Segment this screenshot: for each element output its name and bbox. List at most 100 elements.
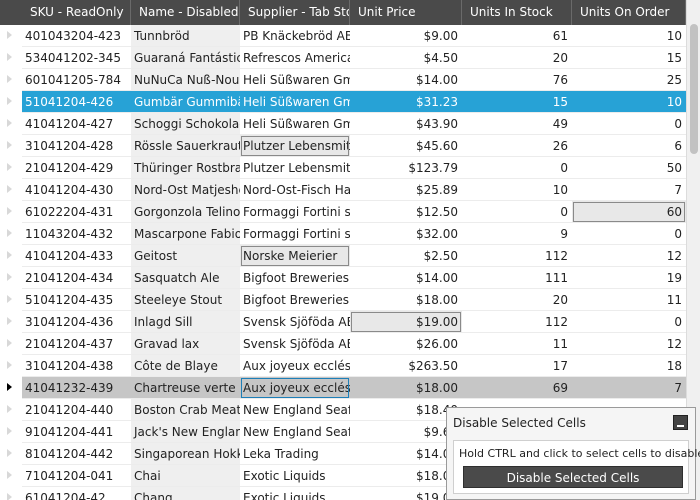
supplier-cell[interactable]: Aux joyeux ecclésiastiques (240, 377, 350, 399)
unit-price-cell[interactable]: $9.00 (350, 25, 462, 47)
row-header[interactable] (0, 465, 22, 487)
units-on-order-cell[interactable]: 18 (572, 355, 686, 377)
supplier-cell[interactable]: Svensk Sjöföda AB (240, 311, 350, 333)
unit-price-cell[interactable]: $18.00 (350, 377, 462, 399)
sku-cell[interactable]: 21041204-437 (22, 333, 131, 355)
unit-price-cell[interactable]: $123.79 (350, 157, 462, 179)
row-header[interactable] (0, 179, 22, 201)
units-in-stock-cell[interactable]: 20 (462, 47, 572, 69)
table-row[interactable]: 61041204-42 Chang Exotic Liquids $19.00 (0, 487, 686, 500)
units-in-stock-cell[interactable]: 17 (462, 355, 572, 377)
column-header-units-in-stock[interactable]: Units In Stock (462, 0, 572, 25)
units-on-order-cell[interactable]: 10 (572, 91, 686, 113)
supplier-cell[interactable]: Norske Meierier (240, 245, 350, 267)
unit-price-cell[interactable]: $25.89 (350, 179, 462, 201)
units-in-stock-cell[interactable]: 15 (462, 91, 572, 113)
disable-selected-cells-button[interactable]: Disable Selected Cells (463, 466, 683, 488)
units-on-order-cell[interactable]: 25 (572, 69, 686, 91)
sku-cell[interactable]: 534041202-345 (22, 47, 131, 69)
units-on-order-cell[interactable]: 60 (572, 201, 686, 223)
minimize-icon[interactable] (673, 415, 688, 430)
sku-cell[interactable]: 51041204-435 (22, 289, 131, 311)
units-on-order-cell[interactable]: 12 (572, 245, 686, 267)
unit-price-cell[interactable]: $26.00 (350, 333, 462, 355)
column-header-sku[interactable]: SKU - ReadOnly (22, 0, 131, 25)
row-header[interactable] (0, 47, 22, 69)
sku-cell[interactable]: 51041204-426 (22, 91, 131, 113)
table-row[interactable]: 11043204-432 Mascarpone Fabioli Formaggi F… (0, 223, 686, 245)
row-header[interactable] (0, 333, 22, 355)
table-row[interactable]: 21041204-434 Sasquatch Ale Bigfoot Breweri… (0, 267, 686, 289)
units-on-order-cell[interactable]: 11 (572, 289, 686, 311)
supplier-cell[interactable]: New England Seafood Cannery (240, 399, 350, 421)
row-header[interactable] (0, 443, 22, 465)
row-header[interactable] (0, 113, 22, 135)
table-row[interactable]: 534041202-345 Guaraná Fantástica Refrescos… (0, 47, 686, 69)
row-header[interactable] (0, 355, 22, 377)
sku-cell[interactable]: 401043204-423 (22, 25, 131, 47)
unit-price-cell[interactable]: $45.60 (350, 135, 462, 157)
unit-price-cell[interactable]: $32.00 (350, 223, 462, 245)
table-row[interactable]: 41041204-433 Geitost Norske Meierier $2.50 1… (0, 245, 686, 267)
table-row[interactable]: 21041204-440 Boston Crab Meat New England … (0, 399, 686, 421)
sku-cell[interactable]: 41041232-439 (22, 377, 131, 399)
column-header-name[interactable]: Name - Disabled (131, 0, 240, 25)
units-in-stock-cell[interactable]: 9 (462, 223, 572, 245)
sku-cell[interactable]: 61041204-42 (22, 487, 131, 500)
sku-cell[interactable]: 31041204-436 (22, 311, 131, 333)
unit-price-cell[interactable]: $4.50 (350, 47, 462, 69)
supplier-cell[interactable]: Heli Süßwaren GmbH & Co. KG (240, 69, 350, 91)
supplier-cell[interactable]: Bigfoot Breweries (240, 289, 350, 311)
units-on-order-cell[interactable]: 12 (572, 333, 686, 355)
units-in-stock-cell[interactable]: 0 (462, 157, 572, 179)
table-row[interactable]: 61022204-431 Gorgonzola Telino Formaggi Fo… (0, 201, 686, 223)
supplier-cell[interactable]: Nord-Ost-Fisch Handelsgesellschaft mbH (240, 179, 350, 201)
units-on-order-cell[interactable]: 0 (572, 311, 686, 333)
supplier-cell[interactable]: Plutzer Lebensmittelgroßmärkte AG (240, 157, 350, 179)
supplier-cell[interactable]: Formaggi Fortini s.r.l. (240, 223, 350, 245)
sku-cell[interactable]: 41041204-430 (22, 179, 131, 201)
sku-cell[interactable]: 31041204-438 (22, 355, 131, 377)
units-in-stock-cell[interactable]: 10 (462, 179, 572, 201)
row-header[interactable] (0, 399, 22, 421)
units-on-order-cell[interactable]: 10 (572, 25, 686, 47)
units-on-order-cell[interactable]: 0 (572, 223, 686, 245)
sku-cell[interactable]: 81041204-442 (22, 443, 131, 465)
units-on-order-cell[interactable]: 7 (572, 179, 686, 201)
row-header[interactable] (0, 157, 22, 179)
units-in-stock-cell[interactable]: 69 (462, 377, 572, 399)
row-header[interactable] (0, 267, 22, 289)
units-in-stock-cell[interactable]: 111 (462, 267, 572, 289)
row-header[interactable] (0, 201, 22, 223)
column-header-unit-price[interactable]: Unit Price (350, 0, 462, 25)
table-row[interactable]: 31041204-428 Rössle Sauerkraut Plutzer Leb… (0, 135, 686, 157)
units-on-order-cell[interactable]: 6 (572, 135, 686, 157)
scrollbar-thumb[interactable] (690, 24, 698, 154)
sku-cell[interactable]: 61022204-431 (22, 201, 131, 223)
row-header[interactable] (0, 421, 22, 443)
unit-price-cell[interactable]: $19.00 (350, 487, 462, 500)
unit-price-cell[interactable]: $263.50 (350, 355, 462, 377)
supplier-cell[interactable]: Leka Trading (240, 443, 350, 465)
row-header[interactable] (0, 311, 22, 333)
supplier-cell[interactable]: Svensk Sjöföda AB (240, 333, 350, 355)
table-row[interactable]: 21041204-437 Gravad lax Svensk Sjöföda AB $… (0, 333, 686, 355)
sku-cell[interactable]: 11043204-432 (22, 223, 131, 245)
supplier-cell[interactable]: Aux joyeux ecclésiastiques (240, 355, 350, 377)
supplier-cell[interactable]: Refrescos Americanas LTDA (240, 47, 350, 69)
unit-price-cell[interactable]: $14.00 (350, 267, 462, 289)
sku-cell[interactable]: 41041204-427 (22, 113, 131, 135)
column-header-units-on-order[interactable]: Units On Order (572, 0, 686, 25)
row-header[interactable] (0, 487, 22, 500)
units-in-stock-cell[interactable]: 11 (462, 333, 572, 355)
sku-cell[interactable]: 21041204-434 (22, 267, 131, 289)
vertical-scrollbar[interactable] (686, 0, 700, 500)
sku-cell[interactable]: 71041204-041 (22, 465, 131, 487)
table-row[interactable]: 31041204-436 Inlagd Sill Svensk Sjöföda AB… (0, 311, 686, 333)
row-header[interactable] (0, 91, 22, 113)
row-header[interactable] (0, 245, 22, 267)
row-header[interactable] (0, 223, 22, 245)
units-on-order-cell[interactable]: 50 (572, 157, 686, 179)
column-header-supplier[interactable]: Supplier - Tab Stop (240, 0, 350, 25)
